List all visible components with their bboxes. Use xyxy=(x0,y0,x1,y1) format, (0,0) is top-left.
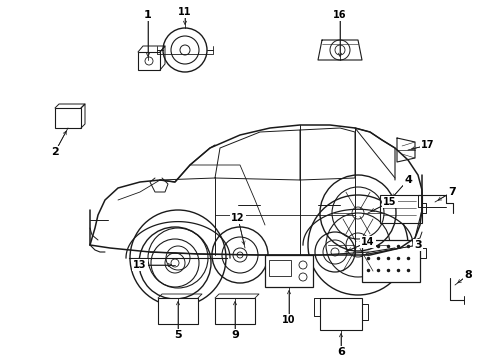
Text: 7: 7 xyxy=(447,187,455,197)
Text: 1: 1 xyxy=(144,10,152,20)
FancyBboxPatch shape xyxy=(361,240,419,282)
Text: 13: 13 xyxy=(133,260,146,270)
Text: 4: 4 xyxy=(403,175,411,185)
Text: 17: 17 xyxy=(420,140,434,150)
FancyBboxPatch shape xyxy=(138,52,160,70)
Text: 16: 16 xyxy=(332,10,346,20)
FancyBboxPatch shape xyxy=(379,195,421,223)
FancyBboxPatch shape xyxy=(268,260,290,276)
FancyBboxPatch shape xyxy=(215,298,254,324)
Text: 8: 8 xyxy=(463,270,471,280)
Text: 6: 6 xyxy=(336,347,344,357)
Text: 10: 10 xyxy=(282,315,295,325)
Text: 3: 3 xyxy=(413,240,421,250)
Text: 5: 5 xyxy=(174,330,182,340)
Text: 11: 11 xyxy=(178,7,191,17)
FancyBboxPatch shape xyxy=(158,298,198,324)
Text: 15: 15 xyxy=(383,197,396,207)
Text: 14: 14 xyxy=(361,237,374,247)
Text: 12: 12 xyxy=(231,213,244,223)
FancyBboxPatch shape xyxy=(264,255,312,287)
Text: 2: 2 xyxy=(51,147,59,157)
Text: 9: 9 xyxy=(231,330,239,340)
FancyBboxPatch shape xyxy=(55,108,81,128)
FancyBboxPatch shape xyxy=(319,298,361,330)
